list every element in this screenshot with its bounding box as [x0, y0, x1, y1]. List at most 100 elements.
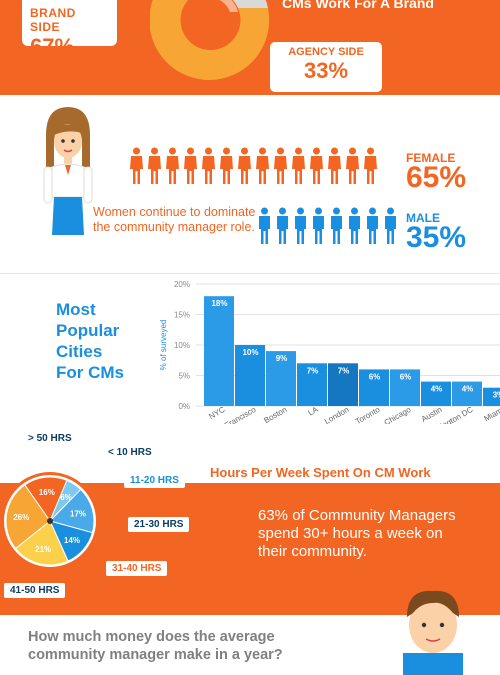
- bar-value-label: 7%: [338, 366, 350, 375]
- woman-illustration: [43, 107, 93, 235]
- clock-slice-label: 6%: [60, 493, 72, 502]
- x-tick-label: London: [323, 405, 351, 424]
- y-tick-label: 10%: [174, 341, 190, 350]
- cities-title: Most Popular Cities For CMs: [56, 300, 124, 382]
- tag-31-40-hrs: 31-40 HRS: [106, 561, 168, 576]
- bar-value-label: 18%: [211, 299, 227, 308]
- female-figure-icon: [328, 147, 341, 184]
- tag-over-50-hrs: > 50 HRS: [22, 431, 78, 446]
- bar-boston: [266, 351, 296, 406]
- clock-slice-label: 14%: [64, 536, 80, 545]
- female-figure-icon: [238, 147, 251, 184]
- x-tick-label: Austin: [420, 405, 444, 424]
- bar-value-label: 4%: [431, 385, 443, 394]
- agency-side-box: AGENCY SIDE 33%: [270, 42, 382, 92]
- clock-slice-label: 17%: [70, 509, 86, 518]
- hours-stat: 63% of Community Managers spend 30+ hour…: [258, 507, 456, 560]
- bar-value-label: 6%: [400, 372, 412, 381]
- clock-slice: [49, 488, 95, 534]
- y-axis-label: % of surveyed: [159, 320, 168, 371]
- male-figure-icon: [349, 207, 360, 244]
- male-percent: 35%: [406, 221, 467, 254]
- male-figure-icon: [331, 207, 342, 244]
- bar-value-label: 3%: [493, 391, 500, 400]
- bar-london: [328, 363, 358, 406]
- money-question: How much money does the average communit…: [28, 629, 283, 663]
- male-figure-icon: [295, 207, 306, 244]
- cms-title: CMs Work For A Brand: [282, 0, 434, 11]
- bar-value-label: 6%: [369, 372, 381, 381]
- tag-41-50-hrs: 41-50 HRS: [4, 583, 66, 598]
- female-figure-icon: [220, 147, 233, 184]
- y-tick-label: 20%: [174, 280, 190, 289]
- bar-miami: [483, 387, 500, 406]
- male-label: MALE: [406, 211, 440, 225]
- male-figure-icon: [259, 207, 270, 244]
- bar-la: [297, 363, 327, 406]
- brand-agency-donut: [150, 0, 270, 80]
- bar-toronto: [359, 369, 389, 406]
- female-figure-icon: [184, 147, 197, 184]
- man-illustration: [403, 590, 463, 675]
- tag-under-10-hrs: < 10 HRS: [102, 445, 158, 460]
- male-figure-icon: [367, 207, 378, 244]
- bar-value-label: 4%: [462, 385, 474, 394]
- hours-section: Hours Per Week Spent On CM Work 63% of C…: [0, 423, 500, 675]
- male-figure-icon: [277, 207, 288, 244]
- brand-side-box: BRAND SIDE 67%: [22, 0, 117, 59]
- x-tick-label: Boston: [262, 405, 288, 424]
- brand-side-label: BRAND SIDE: [30, 6, 76, 34]
- bar-washington-dc: [452, 381, 482, 406]
- tag-21-30-hrs: 21-30 HRS: [128, 517, 190, 532]
- bar-value-label: 7%: [307, 366, 319, 375]
- female-figure-icon: [364, 147, 377, 184]
- x-tick-label: Miami: [483, 405, 500, 424]
- agency-side-percent: 33%: [303, 58, 349, 83]
- female-figure-icon: [310, 147, 323, 184]
- cities-section: Most Popular Cities For CMs 0% 5% 10% 15% 20…: [0, 273, 500, 424]
- female-figure-icon: [202, 147, 215, 184]
- tag-11-20-hrs: 11-20 HRS: [124, 473, 185, 488]
- x-tick-label: NYC: [207, 405, 226, 421]
- x-tick-label: Toronto: [354, 405, 382, 424]
- hours-clock-chart: 16% 6% 17% 14% 21% 26%: [1, 472, 99, 570]
- y-tick-label: 0%: [178, 402, 190, 411]
- female-percent: 65%: [406, 161, 467, 194]
- female-figure-icon: [346, 147, 359, 184]
- female-figures: [128, 147, 379, 185]
- y-tick-label: 5%: [178, 372, 190, 381]
- clock-slice-label: 21%: [35, 545, 51, 554]
- clock-slice-label: 26%: [13, 513, 29, 522]
- male-figure-icon: [385, 207, 396, 244]
- women-dominate-note: Women continue to dominate the community…: [93, 205, 256, 234]
- clock-slice: [14, 520, 69, 566]
- female-figure-icon: [130, 147, 143, 184]
- female-label: FEMALE: [406, 151, 456, 165]
- y-tick-label: 15%: [174, 311, 190, 320]
- female-figure-icon: [256, 147, 269, 184]
- brand-agency-section: BRAND SIDE 67% CMs Work For A Brand AGEN…: [0, 0, 500, 95]
- x-tick-label: LA: [307, 405, 321, 418]
- bar-value-label: 9%: [276, 354, 288, 363]
- bar-value-label: 10%: [242, 348, 258, 357]
- clock-slice: [24, 476, 68, 523]
- bar-nyc: [204, 296, 234, 406]
- male-figure-icon: [313, 207, 324, 244]
- agency-side-label: AGENCY SIDE: [288, 46, 364, 58]
- gender-section: FEMALE 65% Women continue to dominate th…: [0, 95, 500, 273]
- hours-title: Hours Per Week Spent On CM Work: [210, 465, 431, 480]
- brand-side-percent: 67%: [30, 34, 75, 59]
- bar-chicago: [390, 369, 420, 406]
- female-figure-icon: [292, 147, 305, 184]
- clock-hub: [47, 518, 53, 524]
- male-figures: [256, 207, 399, 245]
- bar-austin: [421, 381, 451, 406]
- female-figure-icon: [166, 147, 179, 184]
- clock-slice-label: 16%: [39, 488, 55, 497]
- x-tick-label: Chicago: [383, 405, 413, 424]
- female-figure-icon: [274, 147, 287, 184]
- female-figure-icon: [148, 147, 161, 184]
- clock-slice: [5, 484, 51, 550]
